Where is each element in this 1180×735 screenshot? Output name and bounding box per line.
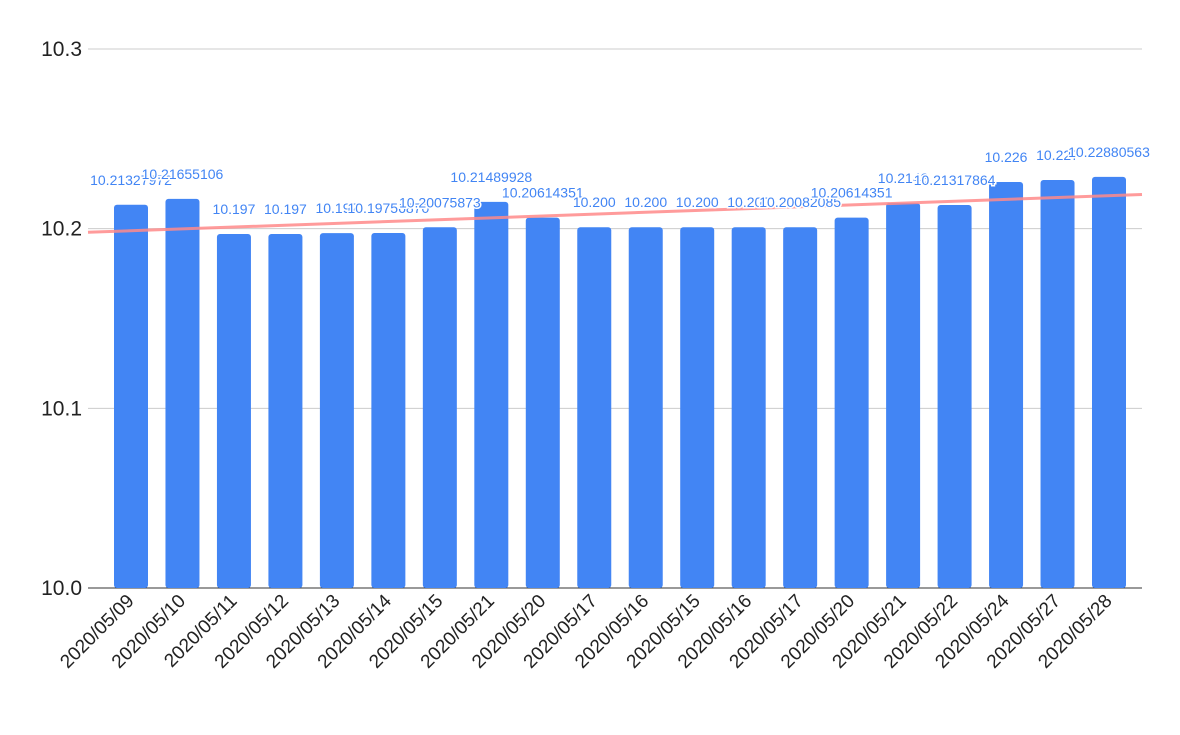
data-label: 10.197: [264, 201, 307, 217]
y-tick-label: 10.2: [41, 218, 82, 241]
data-label: 10.21655106: [142, 166, 224, 182]
data-label: 10.2143: [878, 170, 929, 186]
bars: [114, 176, 1126, 589]
data-label: 10.197: [213, 201, 256, 217]
bar: [680, 227, 715, 588]
bar: [989, 181, 1024, 588]
bar: [577, 227, 612, 588]
data-label: 10.20614351: [811, 185, 893, 201]
bar: [165, 198, 200, 588]
trendline: [87, 193, 1143, 234]
bar: [937, 204, 972, 588]
data-label: 10.21327972: [90, 172, 172, 188]
bar: [783, 227, 818, 588]
data-label: 10.200: [624, 194, 667, 210]
x-axis: 2020/05/092020/05/102020/05/112020/05/12…: [56, 590, 1116, 672]
y-axis: 10.0 10.1 10.2 10.3: [41, 38, 82, 600]
data-label: 10.226: [985, 149, 1028, 165]
y-tick-label: 10.3: [41, 38, 82, 61]
data-label: 10.21317864: [914, 172, 996, 188]
bar: [319, 233, 354, 589]
data-label: 10.21489928: [450, 169, 532, 185]
data-label: 10.19756870: [347, 200, 429, 216]
data-label: 10.200: [727, 194, 770, 210]
bar: [114, 204, 148, 588]
bar: [1040, 179, 1075, 589]
bar: [268, 234, 303, 588]
bar: [474, 201, 509, 588]
y-tick-label: 10.0: [41, 577, 82, 600]
data-label: 10.227: [1036, 147, 1079, 163]
y-tick-label: 10.1: [41, 397, 82, 420]
data-label: 10.20075873: [399, 194, 481, 210]
bar: [422, 227, 457, 589]
trendline-line: [87, 193, 1143, 234]
bar: [216, 234, 251, 588]
data-label: 10.22880563: [1068, 144, 1150, 160]
bar: [731, 227, 766, 588]
data-label: 10.20082085: [759, 194, 841, 210]
bar: [886, 202, 921, 588]
bar: [371, 233, 406, 588]
bar: [834, 217, 869, 588]
data-label: 10.197: [315, 200, 358, 216]
data-label: 10.20614351: [502, 185, 584, 201]
bar: [628, 227, 663, 588]
bar: [1092, 176, 1126, 589]
data-label: 10.200: [573, 194, 616, 210]
data-label: 10.200: [676, 194, 719, 210]
bar: [525, 217, 560, 588]
